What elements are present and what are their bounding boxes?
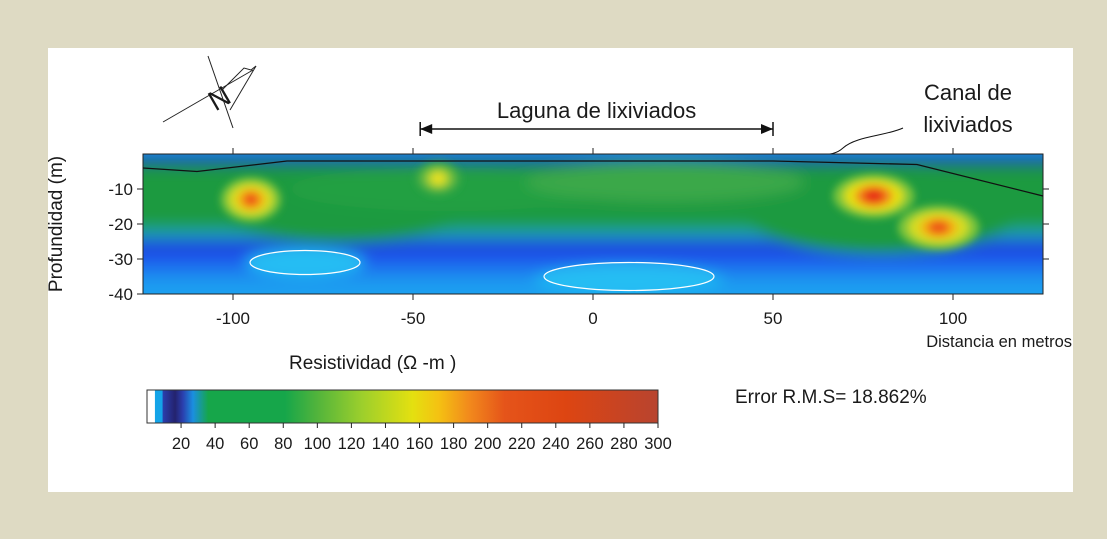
colorbar-tick-label: 100 xyxy=(304,435,332,453)
anomaly-1 xyxy=(432,173,445,184)
rms-error-label: Error R.M.S= 18.862% xyxy=(735,387,927,408)
x-tick-label: -50 xyxy=(401,309,426,328)
anomaly-0 xyxy=(243,192,259,207)
y-tick-label: -30 xyxy=(108,250,133,269)
canal-annotation: Canal de lixiviados xyxy=(809,80,1013,157)
colorbar-tick-label: 80 xyxy=(274,435,292,453)
colorbar-tick-label: 60 xyxy=(240,435,258,453)
x-tick-label: 100 xyxy=(939,309,967,328)
colorbar-tick-label: 20 xyxy=(172,435,190,453)
lagoon-annotation: Laguna de lixiviados xyxy=(419,98,774,136)
x-axis-title: Distancia en metros xyxy=(926,333,1072,351)
low-contour-0 xyxy=(249,249,361,276)
x-tick-label: -100 xyxy=(216,309,250,328)
north-arrow-icon: N xyxy=(162,55,257,129)
colorbar-tick-label: 220 xyxy=(508,435,536,453)
x-axis: -100 -50 0 50 100 xyxy=(143,148,1043,328)
resistivity-heatmap xyxy=(143,154,1043,294)
green-zone xyxy=(525,162,805,202)
surface-profile-line xyxy=(142,160,1044,197)
y-axis: -10 -20 -30 -40 xyxy=(108,180,1049,304)
colorbar-title: Resistividad (Ω -m ) xyxy=(289,353,456,374)
colorbar-tick-label: 300 xyxy=(644,435,672,453)
north-label: N xyxy=(203,80,236,117)
y-tick-label: -10 xyxy=(108,180,133,199)
colorbar-tick-label: 240 xyxy=(542,435,570,453)
y-tick-label: -40 xyxy=(108,285,133,304)
colorbar-tick-label: 180 xyxy=(440,435,468,453)
x-tick-label: 50 xyxy=(764,309,783,328)
colorbar-tick-label: 140 xyxy=(372,435,400,453)
y-tick-label: -20 xyxy=(108,215,133,234)
colorbar-tick-label: 260 xyxy=(576,435,604,453)
anomaly-2 xyxy=(863,189,885,203)
y-axis-title: Profundidad (m) xyxy=(48,156,67,292)
lagoon-label: Laguna de lixiviados xyxy=(497,98,696,123)
canal-label-line2: lixiviados xyxy=(923,112,1012,137)
x-tick-label: 0 xyxy=(588,309,597,328)
resistivity-figure: N Laguna de lixiviados Canal de lixiviad… xyxy=(48,48,1073,492)
low-contour-1 xyxy=(543,261,715,292)
colorbar-tick-label: 40 xyxy=(206,435,224,453)
colorbar-tick-label: 280 xyxy=(610,435,638,453)
resistivity-section-chart: N Laguna de lixiviados Canal de lixiviad… xyxy=(48,55,1072,453)
canal-label-line1: Canal de xyxy=(924,80,1012,105)
colorbar-tick-label: 160 xyxy=(406,435,434,453)
anomaly-3 xyxy=(927,220,950,235)
colorbar-ticks: 20 40 60 80 100 120 140 160 180 200 220 240 260 280 30… xyxy=(172,423,672,453)
colorbar-tick-label: 200 xyxy=(474,435,502,453)
colorbar-tick-label: 120 xyxy=(338,435,366,453)
colorbar xyxy=(146,389,659,424)
